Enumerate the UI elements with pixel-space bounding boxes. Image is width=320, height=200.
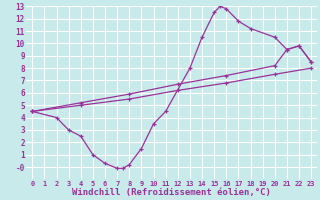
X-axis label: Windchill (Refroidissement éolien,°C): Windchill (Refroidissement éolien,°C) — [72, 188, 271, 197]
